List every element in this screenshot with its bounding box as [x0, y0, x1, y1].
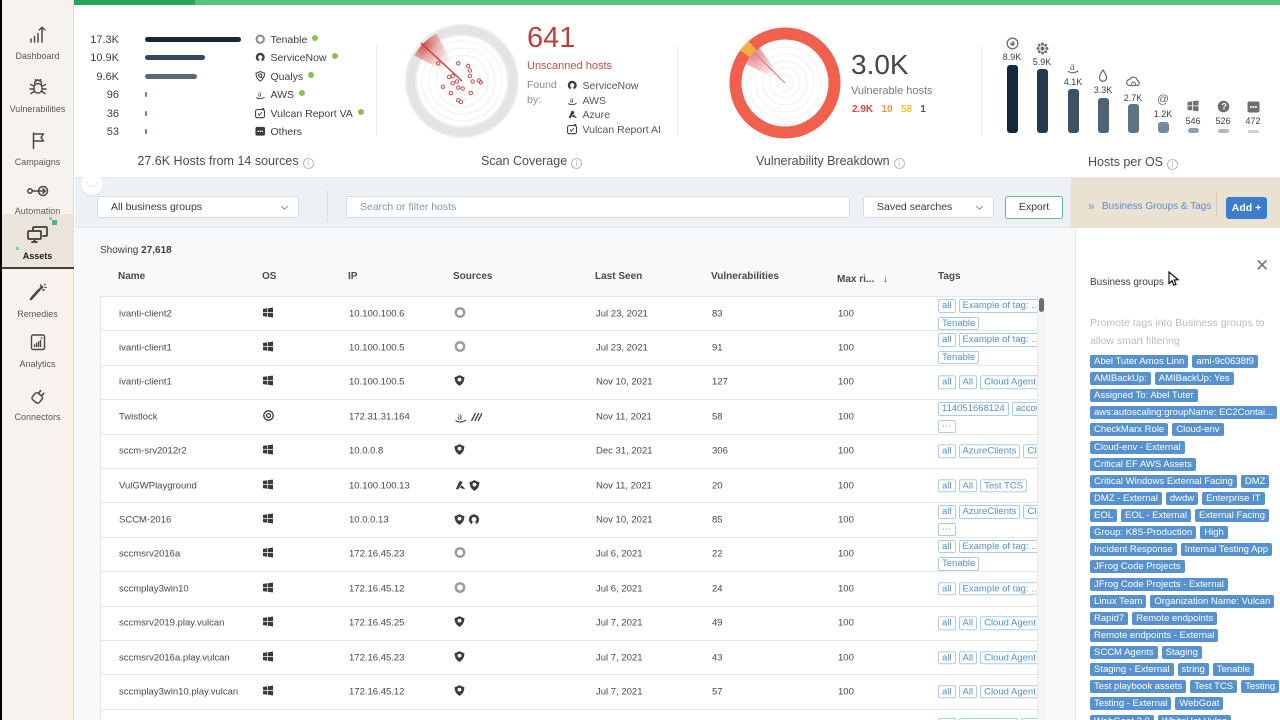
svg-text:a: a	[1070, 60, 1076, 73]
svg-text:a: a	[570, 95, 574, 105]
svg-text:a: a	[258, 89, 262, 99]
svg-text:?: ?	[1221, 102, 1227, 112]
svg-text:a: a	[457, 410, 462, 422]
